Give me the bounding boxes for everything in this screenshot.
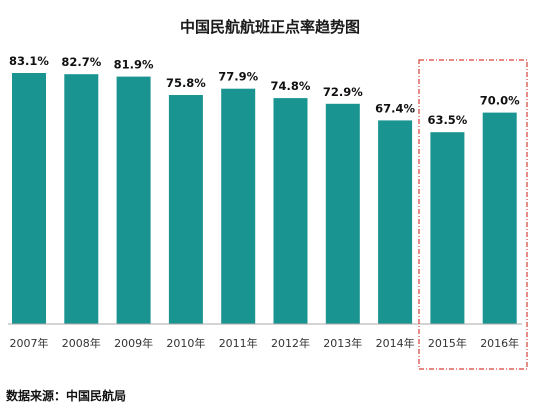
tick-label-4: 2010年 <box>166 336 205 350</box>
tick-labels-group: 2007年 2008年 2009年 2010年 2011年 2012年 2013年 2014年… <box>10 336 520 350</box>
data-label-1: 83.1% <box>9 54 49 68</box>
data-label-9: 63.5% <box>427 113 467 127</box>
tick-label-10: 2016年 <box>480 336 519 350</box>
tick-label-8: 2014年 <box>376 336 415 350</box>
data-label-2: 82.7% <box>61 55 101 69</box>
data-label-5: 77.9% <box>218 70 258 84</box>
tick-label-3: 2009年 <box>114 336 153 350</box>
highlight-box <box>418 59 528 370</box>
tick-label-7: 2013年 <box>323 336 362 350</box>
bar-7 <box>325 103 360 324</box>
tick-label-9: 2015年 <box>428 336 467 350</box>
bar-4 <box>168 95 203 324</box>
bar-3 <box>116 76 151 324</box>
tick-label-1: 2007年 <box>10 336 49 350</box>
source-note: 数据来源：中国民航局 <box>6 388 126 403</box>
bar-9 <box>430 132 465 324</box>
bar-5 <box>221 88 256 324</box>
tick-label-6: 2012年 <box>271 336 310 350</box>
bar-10 <box>482 112 517 324</box>
bars-group <box>12 73 517 325</box>
bar-1 <box>12 73 46 324</box>
chart-title: 中国民航航班正点率趋势图 <box>180 18 360 36</box>
tick-label-5: 2011年 <box>219 336 258 350</box>
bar-8 <box>378 120 413 325</box>
bar-2 <box>64 74 99 324</box>
tick-label-2: 2008年 <box>62 336 101 350</box>
data-label-10: 70.0% <box>480 94 520 108</box>
data-label-3: 81.9% <box>114 58 154 72</box>
data-label-6: 74.8% <box>271 79 311 93</box>
data-labels-group: 83.1% 82.7% 81.9% 75.8% 77.9% 74.8% 72.9% 67.4%… <box>9 54 520 127</box>
data-label-8: 67.4% <box>375 101 415 115</box>
data-label-7: 72.9% <box>323 85 363 99</box>
bar-6 <box>273 98 308 324</box>
data-label-4: 75.8% <box>166 76 206 90</box>
